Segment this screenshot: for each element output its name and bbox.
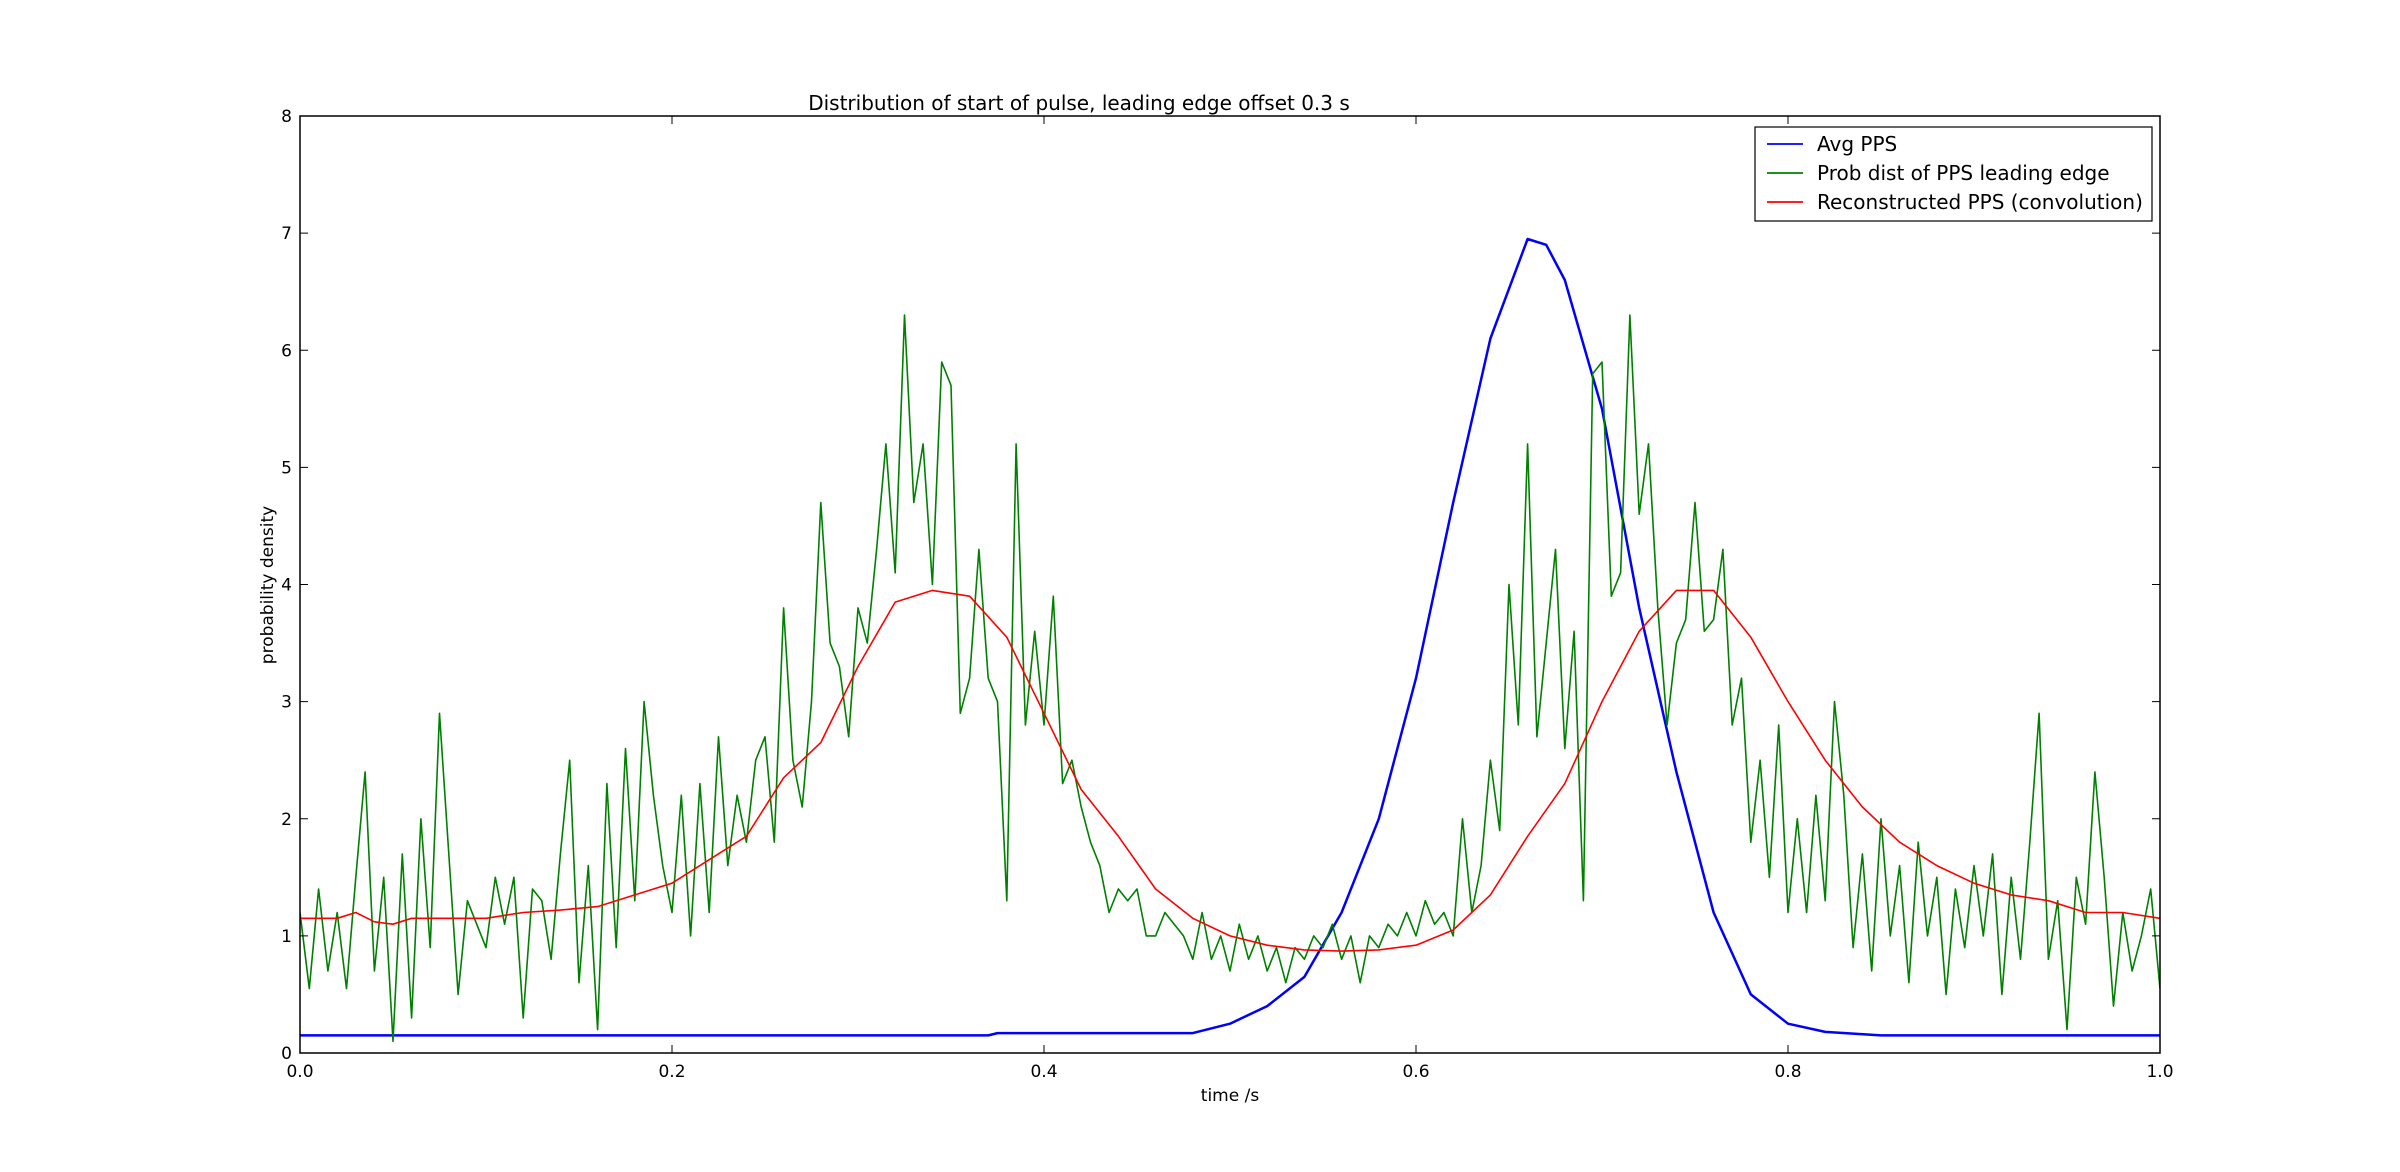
x-tick-label: 0.2 (658, 1062, 685, 1082)
legend-entry: Prob dist of PPS leading edge (1817, 161, 2110, 185)
legend-box (1754, 126, 2153, 222)
y-axis-label: probability density (258, 506, 278, 664)
y-tick-label: 3 (281, 693, 292, 713)
x-tick-label: 0.8 (1774, 1062, 1801, 1082)
plot-area: 0.0 0.2 0.4 0.6 0.8 1.0 0 1 2 3 4 5 6 7 8 (281, 107, 2173, 1082)
y-tick-label: 6 (281, 341, 292, 361)
series-line-1 (300, 237, 2160, 1037)
x-tick-label: 0.6 (1402, 1062, 1429, 1082)
y-tick-label: 5 (281, 458, 292, 478)
y-tick-label: 4 (281, 576, 292, 596)
x-tick-label: 1.0 (2146, 1062, 2173, 1082)
series-line-2 (300, 314, 2160, 1043)
y-tick-label: 8 (281, 107, 292, 127)
legend: Avg PPS Prob dist of PPS leading edge Reco… (1754, 126, 2153, 222)
y-tick-label: 2 (281, 810, 292, 830)
y-tick-label: 1 (281, 927, 292, 947)
series-line-3 (300, 589, 2160, 952)
legend-entry: Reconstructed PPS (convolution) (1817, 190, 2143, 214)
y-tick-label: 7 (281, 224, 292, 244)
x-axis: 0.0 0.2 0.4 0.6 0.8 1.0 (286, 116, 2174, 1082)
chart-title: Distribution of start of pulse, leading … (808, 91, 1350, 115)
x-tick-label: 0.0 (286, 1062, 313, 1082)
x-axis-label: time /s (1201, 1086, 1260, 1106)
x-tick-label: 0.4 (1030, 1062, 1057, 1082)
y-tick-label: 0 (281, 1044, 292, 1064)
y-axis: 0 1 2 3 4 5 6 7 8 (281, 107, 2160, 1064)
series-layer (300, 237, 2160, 1043)
legend-entry: Avg PPS (1817, 132, 1897, 156)
